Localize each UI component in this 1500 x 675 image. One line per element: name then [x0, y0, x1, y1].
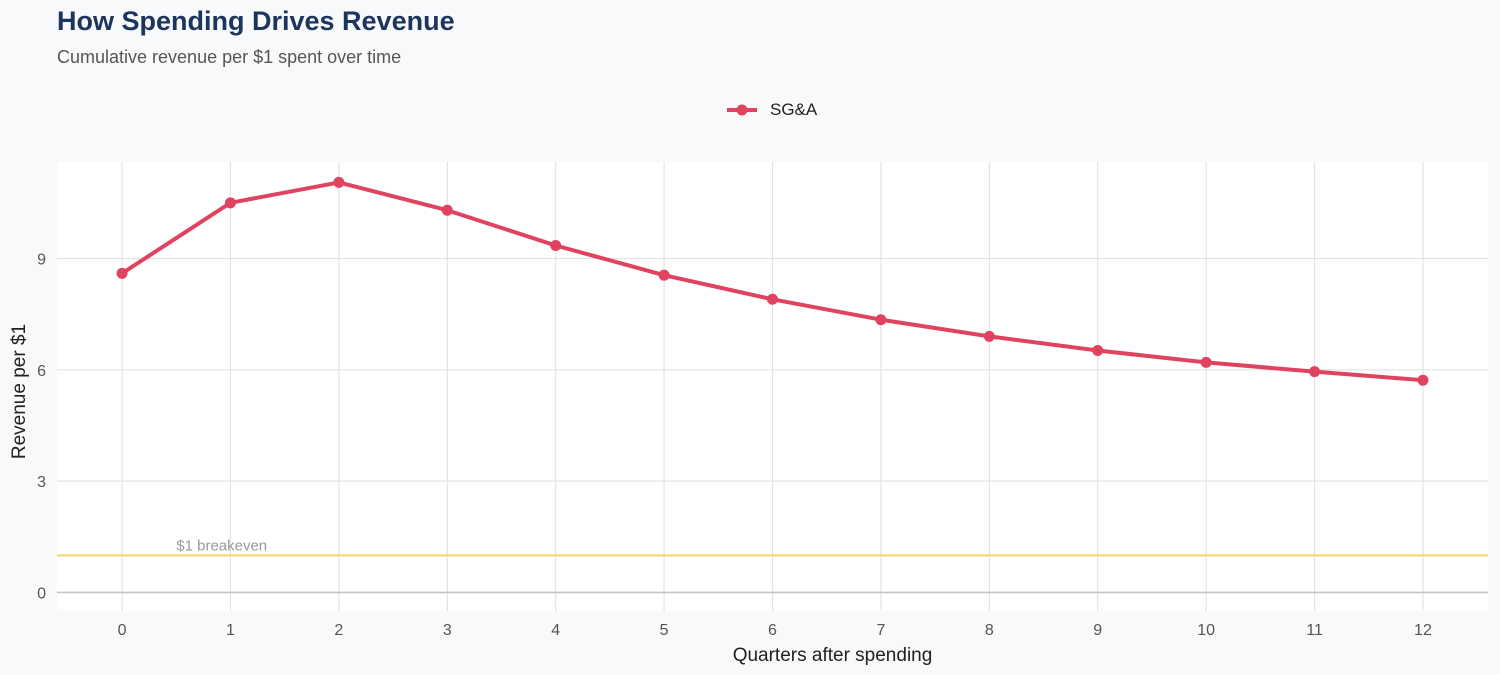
x-tick-label: 7	[876, 622, 885, 639]
data-point	[1309, 366, 1321, 378]
data-point	[1092, 345, 1104, 357]
data-point	[1200, 356, 1212, 368]
x-tick-label: 12	[1414, 622, 1432, 639]
x-axis-title: Quarters after spending	[733, 645, 933, 666]
data-point	[658, 269, 670, 281]
x-tick-label: 6	[768, 622, 777, 639]
data-point	[550, 239, 562, 251]
x-tick-label: 10	[1197, 622, 1215, 639]
x-tick-label: 11	[1306, 622, 1323, 639]
breakeven-label: $1 breakeven	[176, 537, 267, 554]
x-tick-label: 8	[985, 622, 994, 639]
x-tick-label: 5	[660, 622, 669, 639]
legend: SG&A	[726, 98, 817, 122]
legend-key-sga	[727, 104, 757, 116]
chart-title: How Spending Drives Revenue	[57, 6, 455, 36]
y-tick-label: 0	[37, 585, 46, 602]
x-tick-label: 9	[1093, 622, 1102, 639]
y-tick-label: 6	[37, 363, 46, 380]
y-tick-label: 9	[37, 251, 46, 268]
x-tick-label: 0	[118, 622, 127, 639]
data-point	[983, 330, 995, 342]
data-point	[767, 293, 778, 305]
x-tick-label: 2	[334, 622, 343, 639]
data-point	[1417, 374, 1429, 386]
y-tick-label: 3	[37, 474, 46, 491]
chart-subtitle: Cumulative revenue per $1 spent over tim…	[57, 47, 402, 67]
data-point	[333, 176, 345, 188]
legend-label-sga: SG&A	[770, 100, 818, 119]
data-point	[116, 267, 128, 279]
x-tick-label: 4	[551, 622, 560, 639]
x-tick-label: 1	[226, 622, 235, 639]
data-point	[441, 204, 453, 216]
data-point	[875, 314, 887, 326]
x-tick-label: 3	[443, 622, 452, 639]
data-point	[224, 197, 236, 209]
y-axis-title: Revenue per $1	[9, 324, 30, 459]
